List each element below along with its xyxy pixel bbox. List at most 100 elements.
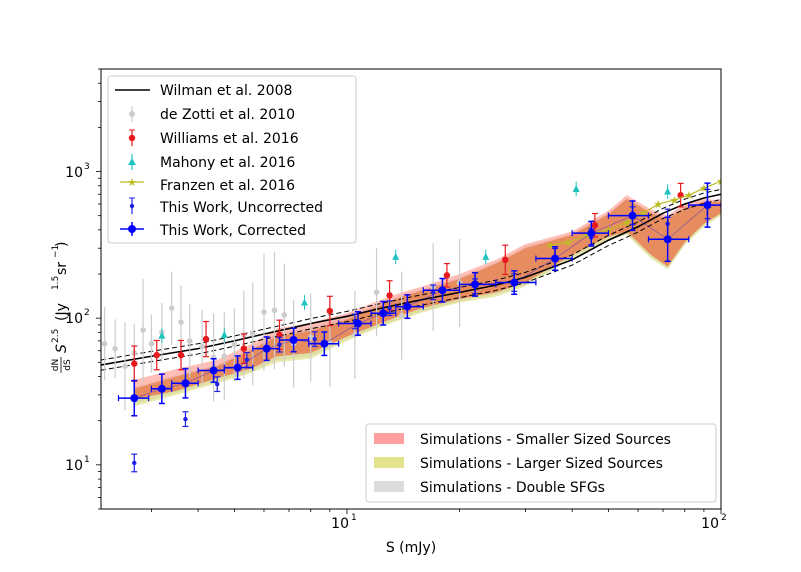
legend-label-corrected: This Work, Corrected bbox=[159, 223, 306, 239]
wilman-lower-line bbox=[101, 199, 721, 371]
plot-area: ★ ★★ ★★★★ ★ ★★★ bbox=[101, 175, 726, 473]
dezotti-point bbox=[199, 343, 205, 350]
dezotti-point bbox=[112, 345, 118, 352]
williams-point bbox=[153, 351, 160, 359]
legend-swatch-sim-large bbox=[374, 457, 404, 468]
y-label-frac-den: dS bbox=[63, 359, 73, 371]
axis-ticks bbox=[96, 68, 722, 514]
legend-marker-uncorrected bbox=[129, 203, 135, 209]
legend-label-uncorrected: This Work, Uncorrected bbox=[159, 200, 323, 216]
legend-marker-corrected bbox=[128, 225, 136, 233]
y-tick-label-10-exp: 1 bbox=[84, 455, 90, 465]
dezotti-point bbox=[186, 338, 193, 344]
legend-swatch-sim-double bbox=[374, 481, 404, 492]
y-axis-label: dN dS S 2.5 (Jy 1.5 sr −1 ) bbox=[51, 242, 73, 373]
dezotti-point bbox=[178, 319, 184, 325]
y-label-sr: sr bbox=[54, 262, 70, 275]
franzen-point: ★ bbox=[638, 207, 648, 220]
mahony-point bbox=[482, 252, 490, 260]
williams-point bbox=[443, 272, 451, 279]
mahony-point bbox=[301, 298, 309, 306]
uncorrected-point bbox=[183, 416, 188, 422]
franzen-point: ★ bbox=[669, 194, 679, 207]
corrected-point bbox=[403, 302, 412, 311]
y-label-sr-exp: −1 bbox=[51, 245, 61, 258]
legend-entry-williams: Williams et al. 2016 bbox=[128, 129, 299, 147]
legend-label-sim-double: Simulations - Double SFGs bbox=[420, 480, 605, 496]
legend-bottom-frame bbox=[365, 423, 717, 503]
williams-point bbox=[131, 360, 138, 367]
williams-point bbox=[202, 335, 210, 343]
legend-entry-mahony: Mahony et al. 2016 bbox=[128, 154, 295, 171]
x-tick-label-100: 10 bbox=[701, 516, 719, 532]
williams-point bbox=[502, 256, 509, 264]
legend-entry-sim-double: Simulations - Double SFGs bbox=[374, 480, 605, 496]
williams-point bbox=[591, 222, 599, 229]
plot-frame bbox=[100, 68, 722, 510]
uncorrected-point bbox=[312, 336, 317, 342]
legend-entry-corrected: This Work, Corrected bbox=[120, 222, 306, 239]
corrected-point bbox=[510, 278, 519, 287]
corrected-point bbox=[703, 201, 712, 210]
legend-entry-wilman: Wilman et al. 2008 bbox=[115, 83, 292, 99]
y-label-frac-num: dN bbox=[51, 359, 61, 371]
williams-point bbox=[386, 292, 393, 299]
y-tick-label-1000: 10 bbox=[65, 165, 83, 181]
dezotti-point bbox=[168, 305, 175, 311]
williams-point bbox=[276, 331, 283, 339]
wilman-line bbox=[101, 193, 721, 366]
mahony-point bbox=[664, 187, 672, 195]
dezotti-point bbox=[249, 331, 256, 337]
corrected-point bbox=[587, 229, 596, 238]
legend-bottom: Simulations - Smaller Sized Sources Simu… bbox=[365, 423, 717, 503]
legend-marker-dezotti bbox=[129, 111, 135, 117]
legend-top-frame bbox=[107, 75, 357, 244]
dezotti-point bbox=[101, 340, 108, 347]
y-tick-label-100-exp: 2 bbox=[84, 308, 90, 318]
corrected-point bbox=[289, 335, 298, 344]
franzen-point: ★ bbox=[563, 236, 573, 249]
y-label-close: ) bbox=[54, 242, 70, 247]
dezotti-point bbox=[221, 353, 228, 360]
franzen-line bbox=[550, 180, 721, 246]
corrected-point bbox=[628, 211, 637, 220]
uncorrected-point bbox=[132, 460, 137, 466]
y-label-S-exp: 2.5 bbox=[51, 329, 61, 343]
legend-top: Wilman et al. 2008 de Zotti et al. 2010 … bbox=[107, 75, 357, 244]
x-tick-label-10-exp: 1 bbox=[351, 513, 357, 523]
x-tick-label-100-exp: 2 bbox=[721, 513, 727, 523]
legend-label-sim-small: Simulations - Smaller Sized Sources bbox=[420, 432, 671, 448]
corrected-point bbox=[320, 339, 329, 348]
y-tick-label-1000-exp: 3 bbox=[84, 162, 90, 172]
uncorrected-point bbox=[215, 381, 220, 387]
dezotti-point bbox=[261, 309, 267, 315]
corrected-point bbox=[551, 254, 560, 263]
mahony-point bbox=[392, 252, 400, 260]
y-label-jy: (Jy bbox=[54, 303, 70, 321]
corrected-point bbox=[379, 309, 388, 318]
williams-point bbox=[326, 307, 334, 315]
corrected-point bbox=[471, 280, 480, 289]
legend-label-williams: Williams et al. 2016 bbox=[160, 131, 299, 147]
mahony-point bbox=[572, 184, 580, 192]
y-label-jy-exp: 1.5 bbox=[51, 276, 61, 290]
corrected-point bbox=[353, 319, 362, 328]
franzen-point: ★ bbox=[699, 182, 709, 195]
y-label-S: S bbox=[54, 344, 70, 353]
williams-point bbox=[240, 345, 248, 352]
corrected-point bbox=[438, 286, 447, 295]
corrected-point bbox=[209, 366, 218, 375]
corrected-point bbox=[181, 379, 190, 388]
mahony-point bbox=[158, 331, 166, 339]
franzen-point: ★ bbox=[716, 175, 726, 188]
dezotti-point bbox=[352, 332, 358, 338]
dezotti-point bbox=[307, 334, 314, 341]
williams-point bbox=[177, 351, 185, 359]
franzen-point: ★ bbox=[684, 189, 694, 202]
corrected-point bbox=[157, 384, 166, 393]
legend-entry-sim-large: Simulations - Larger Sized Sources bbox=[374, 456, 663, 472]
legend-label-mahony: Mahony et al. 2016 bbox=[160, 155, 295, 171]
legend-entry-sim-small: Simulations - Smaller Sized Sources bbox=[374, 432, 671, 448]
x-tick-label-10: 10 bbox=[331, 516, 349, 532]
